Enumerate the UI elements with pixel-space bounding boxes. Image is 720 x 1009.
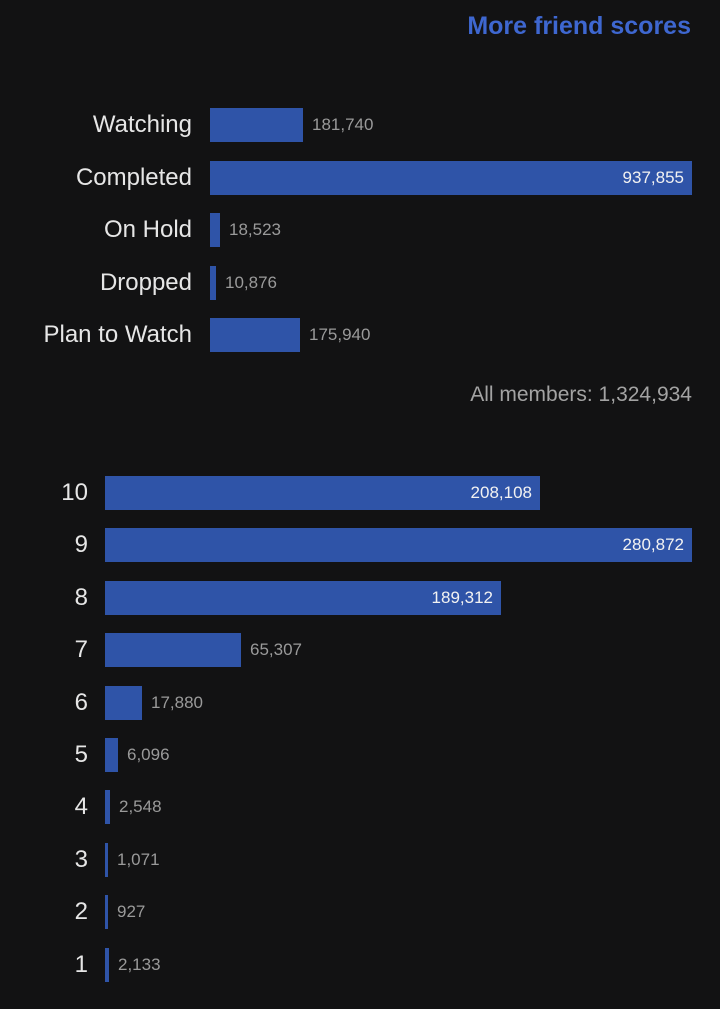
score-row-5: 5 6,096 [0,737,720,773]
score-label-8: 8 [74,583,88,611]
score-value-2: 927 [117,902,146,922]
score-row-9: 9 280,872 [0,527,720,563]
score-label-1: 1 [74,950,88,978]
status-label-completed: Completed [75,163,192,191]
status-bar-watching [210,108,303,142]
score-value-8: 189,312 [431,587,493,607]
score-label-6: 6 [74,688,88,716]
status-bar-on-hold [210,213,220,248]
more-friend-scores-link[interactable]: More friend scores [467,12,691,40]
score-row-2: 2 927 [0,894,720,930]
score-label-10: 10 [61,479,88,506]
status-bar-completed [210,160,692,195]
status-row-on-hold: On Hold 18,523 [0,212,720,248]
score-label-4: 4 [74,793,88,821]
status-label-plan-to-watch: Plan to Watch [43,321,192,349]
score-label-3: 3 [74,845,88,873]
score-label-5: 5 [74,741,88,768]
status-label-dropped: Dropped [99,268,192,296]
status-value-completed: 937,855 [622,167,684,187]
score-value-9: 280,872 [622,535,684,555]
status-row-dropped: Dropped 10,876 [0,265,720,301]
score-value-3: 1,071 [117,849,160,869]
score-bar-3 [105,842,108,877]
status-bar-dropped [210,265,216,300]
status-row-completed: Completed 937,855 [0,160,720,196]
score-row-8: 8 189,312 [0,580,720,616]
score-value-5: 6,096 [127,745,170,764]
status-value-plan-to-watch: 175,940 [309,325,371,345]
score-row-1: 1 2,133 [0,947,720,983]
score-bar-1 [105,947,109,982]
score-value-1: 2,133 [118,954,161,974]
score-bar-10 [105,476,540,510]
all-members-total: All members: 1,324,934 [470,383,692,406]
score-row-3: 3 1,071 [0,842,720,878]
score-value-10: 208,108 [470,483,532,502]
score-value-7: 65,307 [250,640,302,660]
score-bar-9 [105,528,692,563]
score-bar-6 [105,685,142,720]
score-label-9: 9 [74,531,88,559]
score-label-7: 7 [74,636,88,664]
status-bar-plan-to-watch [210,318,300,353]
status-row-plan-to-watch: Plan to Watch 175,940 [0,317,720,353]
score-row-4: 4 2,548 [0,789,720,825]
status-value-watching: 181,740 [312,115,374,134]
score-bar-7 [105,633,241,668]
score-value-6: 17,880 [151,692,203,712]
status-value-dropped: 10,876 [225,272,277,292]
status-row-watching: Watching 181,740 [0,107,720,143]
score-label-2: 2 [74,898,88,926]
status-value-on-hold: 18,523 [229,220,281,240]
score-bar-4 [105,790,110,825]
score-bar-2 [105,895,108,930]
score-row-7: 7 65,307 [0,632,720,668]
score-value-4: 2,548 [119,797,162,817]
score-bar-5 [105,738,118,772]
status-label-on-hold: On Hold [103,216,192,244]
score-bar-8 [105,580,501,615]
score-row-10: 10 208,108 [0,475,720,511]
status-label-watching: Watching [92,111,192,138]
score-row-6: 6 17,880 [0,685,720,721]
